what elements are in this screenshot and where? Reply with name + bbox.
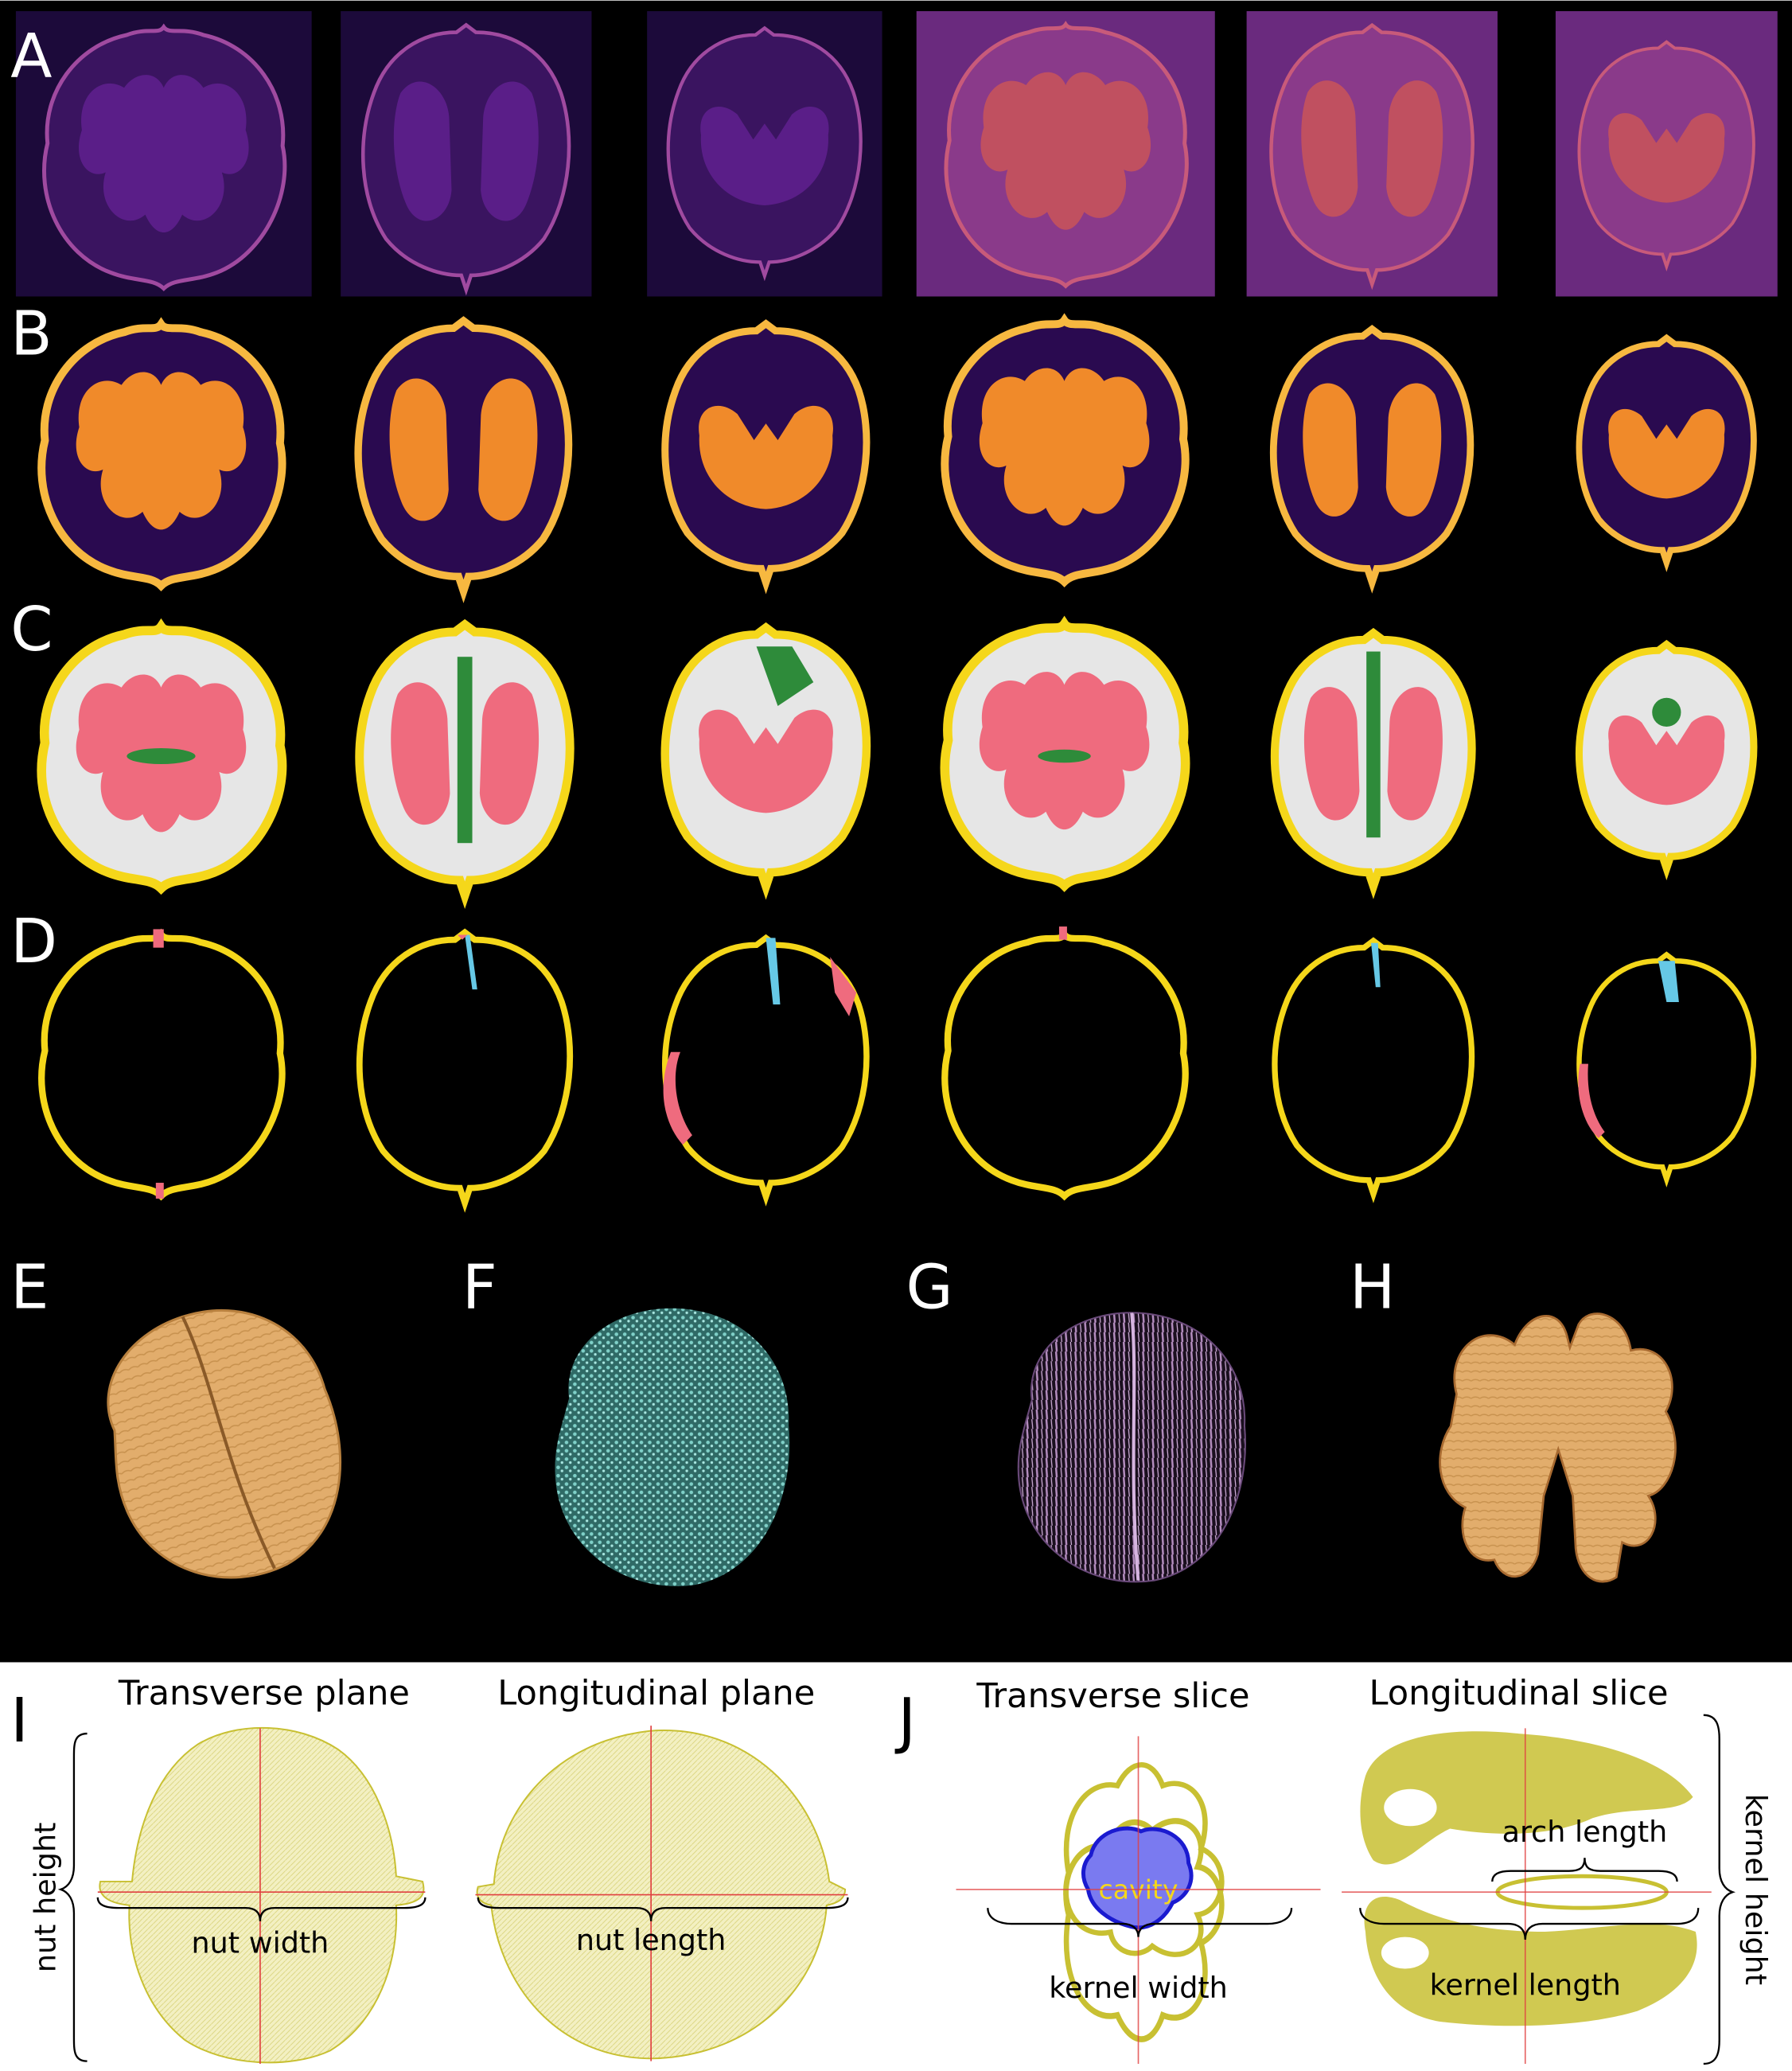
row-eh-3d-renders	[73, 1280, 1677, 1609]
rendered-shell-teal	[555, 1308, 790, 1586]
kernel-upper-void	[1384, 1788, 1437, 1827]
label-kernel-width: kernel width	[1049, 1971, 1228, 2005]
panel-letter-c: C	[10, 595, 53, 665]
kernel-lower-half	[1364, 1897, 1697, 2026]
label-kernel-height: kernel height	[1739, 1794, 1773, 1985]
cavity-region	[1081, 1826, 1194, 1930]
panel-letter-a: A	[10, 21, 52, 92]
rendered-shell-lilac	[1017, 1312, 1246, 1583]
nut-height-brace	[57, 1732, 88, 2062]
panel-letter-f: F	[462, 1253, 497, 1324]
label-kernel-length: kernel length	[1430, 1968, 1621, 2003]
rendered-nut-exterior	[73, 1280, 376, 1609]
kernel-length-brace	[1359, 1908, 1700, 1940]
kernel-lower-void	[1381, 1936, 1429, 1969]
row-a-raw-scans	[15, 11, 1778, 297]
panel-letter-i: I	[10, 1686, 29, 1757]
panel-j-measurements: J Transverse slice Longitudinal slice ca…	[894, 1674, 1773, 2065]
label-arch-length: arch length	[1502, 1815, 1668, 1849]
kernel-height-brace	[1703, 1714, 1736, 2065]
panel-letter-j: J	[894, 1686, 916, 1757]
nut-length-brace	[477, 1897, 849, 1921]
title-longitudinal-slice: Longitudinal slice	[1369, 1674, 1668, 1714]
panel-i-measurements: I Transverse plane Longitudinal plane nu…	[10, 1674, 849, 2064]
title-longitudinal-plane: Longitudinal plane	[497, 1674, 815, 1714]
title-transverse-plane: Transverse plane	[118, 1674, 410, 1714]
nut-width-brace	[96, 1897, 427, 1921]
arch-length-brace	[1491, 1858, 1678, 1882]
panel-letter-h: H	[1350, 1253, 1395, 1324]
panel-letter-g: G	[906, 1253, 952, 1324]
panel-letter-b: B	[10, 299, 52, 370]
row-c-segmentation	[41, 624, 1754, 895]
kernel-width-brace	[987, 1908, 1293, 1937]
nut-transverse-outline	[99, 1726, 425, 2064]
panel-letters: A B C D E F G H	[10, 21, 1395, 1324]
title-transverse-slice: Transverse slice	[976, 1676, 1249, 1716]
label-nut-length: nut length	[576, 1923, 727, 1957]
kernel-upper-half	[1360, 1731, 1693, 1865]
label-nut-height: nut height	[29, 1823, 63, 1973]
panel-letter-e: E	[10, 1253, 49, 1324]
panel-letter-d: D	[10, 907, 57, 977]
label-nut-width: nut width	[192, 1926, 329, 1960]
row-d-shell-outlines	[41, 926, 1754, 1203]
